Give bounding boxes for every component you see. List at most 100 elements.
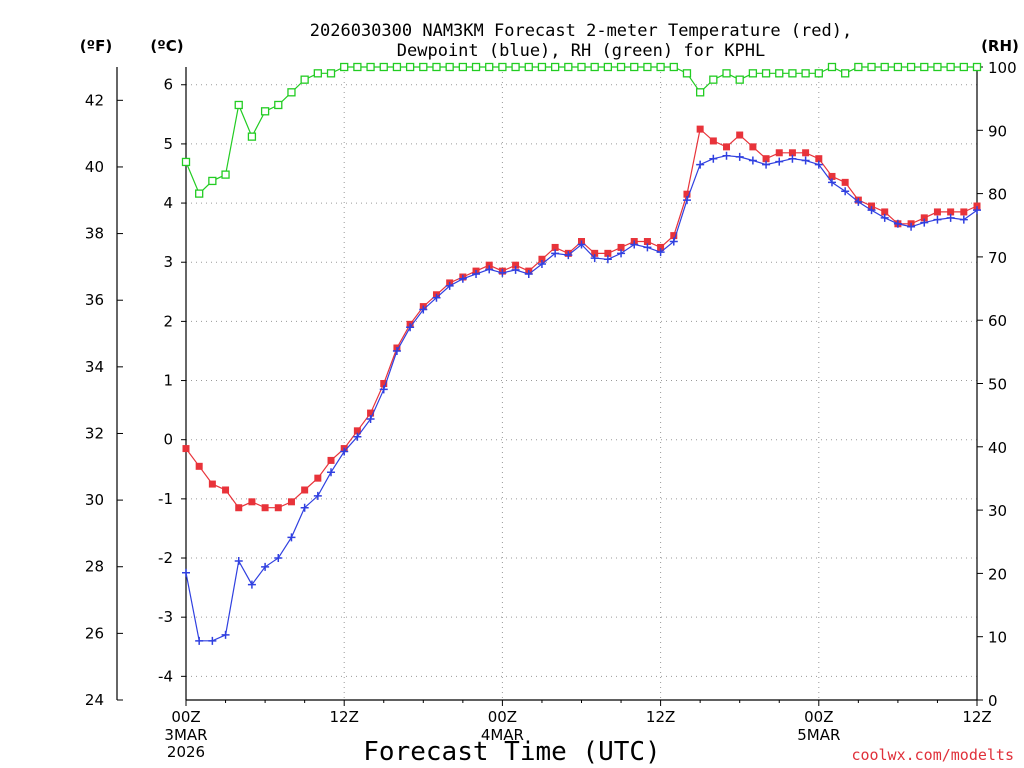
dewpoint-point: [880, 213, 889, 222]
rh-point: [498, 62, 507, 72]
dewpoint-point: [485, 265, 494, 274]
temperature-point: [736, 131, 744, 139]
dewpoint-point: [801, 156, 810, 165]
temperature-point: [485, 261, 493, 269]
f-tick-label: 40: [85, 158, 104, 176]
dewpoint-point: [287, 533, 296, 542]
rh-point: [274, 100, 283, 110]
dewpoint-point: [432, 293, 441, 302]
rh-tick-label: 100: [988, 59, 1017, 77]
c-tick-label: 5: [163, 135, 173, 153]
rh-point: [340, 62, 349, 72]
dewpoint-point: [907, 222, 916, 231]
dewpoint-point: [208, 636, 217, 645]
temperature-point: [881, 208, 889, 216]
rh-point: [920, 62, 929, 72]
rh-point: [603, 62, 613, 72]
c-tick-label: 3: [163, 253, 173, 271]
dewpoint-point: [973, 206, 981, 215]
rh-tick-label: 90: [988, 122, 1007, 140]
temperature-point: [274, 504, 282, 512]
temperature-point: [182, 445, 190, 453]
temperature-point: [512, 261, 520, 269]
rh-point: [933, 62, 942, 72]
dewpoint-point: [617, 249, 626, 258]
rh-tick-label: 70: [988, 249, 1007, 267]
dewpoint-point: [234, 556, 243, 565]
dewpoint-point: [656, 248, 665, 257]
dewpoint-point: [274, 554, 283, 563]
rh-point: [748, 69, 758, 78]
rh-point: [788, 69, 797, 78]
x-date-label: 4MAR: [481, 726, 524, 744]
temperature-point: [920, 214, 928, 222]
c-tick-label: 4: [163, 194, 173, 212]
rh-point: [814, 69, 823, 78]
x-tick-label: 00Z: [488, 708, 517, 726]
rh-point: [709, 75, 718, 84]
rh-point: [735, 75, 744, 84]
dewpoint-point: [827, 178, 836, 187]
dewpoint-point: [247, 580, 256, 589]
temperature-point: [762, 155, 770, 163]
dewpoint-point: [564, 251, 573, 260]
temperature-point: [841, 178, 849, 186]
dewpoint-point: [379, 385, 388, 394]
rh-point: [260, 107, 270, 116]
rh-point: [300, 75, 309, 84]
dewpoint-point: [472, 270, 481, 279]
x-date-label: 3MAR: [164, 726, 207, 744]
chart-title-line-2: Dewpoint (blue), RH (green) for KPHL: [397, 41, 765, 61]
temperature-point: [538, 255, 546, 263]
axes: [116, 66, 983, 706]
rh-point: [392, 62, 402, 72]
rh-tick-label: 20: [988, 565, 1007, 583]
f-tick-label: 42: [85, 91, 104, 109]
rh-point: [880, 62, 889, 72]
rh-tick-label: 80: [988, 186, 1007, 204]
f-tick-label: 34: [85, 358, 104, 376]
dewpoint-point: [366, 414, 375, 423]
fahrenheit-unit-label: (ºF): [80, 37, 112, 55]
x-tick-label: 12Z: [962, 708, 991, 726]
chart-title-line-1: 2026030300 NAM3KM Forecast 2-meter Tempe…: [310, 21, 852, 41]
rh-point: [577, 62, 586, 72]
rh-point: [906, 62, 916, 72]
dewpoint-point: [735, 152, 744, 161]
rh-point: [524, 62, 533, 72]
dewpoint-point: [788, 154, 797, 163]
rh-point: [682, 69, 692, 78]
rh-point: [287, 88, 296, 97]
rh-point: [972, 62, 982, 72]
temperature-point: [696, 125, 704, 133]
c-tick-label: 0: [163, 431, 173, 449]
c-tick-label: -2: [158, 549, 173, 567]
dewpoint-point: [195, 636, 204, 645]
f-tick-label: 30: [85, 491, 104, 509]
f-tick-label: 24: [85, 691, 104, 709]
temperature-point: [775, 149, 783, 157]
dewpoint-point: [419, 305, 428, 314]
c-tick-label: 6: [163, 76, 173, 94]
rh-point: [854, 62, 863, 72]
dewpoint-point: [353, 432, 362, 441]
temperature-point: [788, 149, 796, 157]
temperature-point: [657, 243, 665, 251]
dewpoint-point: [709, 154, 718, 163]
dewpoint-point: [551, 249, 560, 258]
dewpoint-point: [524, 270, 533, 279]
rh-point: [208, 176, 217, 186]
dewpoint-point: [261, 562, 270, 571]
dewpoint-point: [775, 157, 784, 166]
dewpoint-point: [854, 197, 863, 206]
f-tick-label: 26: [85, 624, 104, 642]
rh-tick-label: 60: [988, 312, 1007, 330]
credit-text: coolwx.com/modelts: [851, 746, 1014, 764]
rh-point: [511, 62, 520, 72]
temperature-point: [327, 456, 335, 464]
rh-unit-label: (RH): [981, 37, 1019, 55]
dewpoint-point: [445, 281, 454, 290]
temperature-point: [551, 243, 559, 251]
dewpoint-point: [511, 265, 520, 274]
